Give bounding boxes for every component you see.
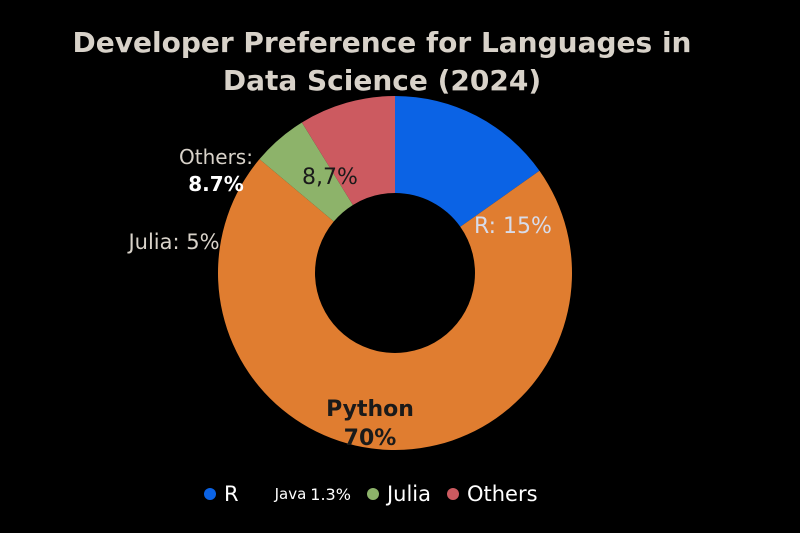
slice-r — [395, 96, 540, 227]
slice-others — [301, 96, 395, 205]
chart-title: Developer Preference for Languages in Da… — [0, 24, 764, 100]
legend-swatch-others — [446, 488, 459, 500]
slice-label-r: R: 15% — [474, 214, 552, 239]
legend-item-r: R — [204, 482, 239, 506]
legend-item-java: Java 1.3% — [275, 485, 351, 504]
legend: R Java 1.3% Julia Others — [204, 480, 554, 508]
outside-label-others-name: Others: — [179, 145, 253, 169]
legend-swatch-julia — [366, 488, 379, 500]
slice-label-others-inner: 8,7% — [302, 165, 358, 190]
outside-label-others-value: 8.7% — [188, 172, 243, 196]
legend-value-java: 1.3% — [310, 484, 351, 504]
legend-label-julia: Julia — [386, 482, 431, 506]
slice-label-python-value: 70% — [344, 426, 397, 451]
legend-swatch-r — [204, 488, 216, 500]
slice-julia — [259, 122, 353, 222]
legend-label-r: R — [224, 482, 239, 506]
slice-label-python-name: Python — [326, 397, 414, 422]
legend-label-others: Others — [466, 482, 538, 506]
legend-label-java: Java — [274, 485, 307, 503]
chart-title-line-2: Data Science (2024) — [222, 64, 542, 97]
slice-python — [218, 159, 573, 451]
chart-title-line-1: Developer Preference for Languages in — [72, 26, 692, 59]
slice-label-julia: Julia: 5% — [126, 230, 219, 254]
legend-item-others: Others — [446, 482, 538, 506]
legend-item-julia: Julia — [366, 482, 431, 506]
